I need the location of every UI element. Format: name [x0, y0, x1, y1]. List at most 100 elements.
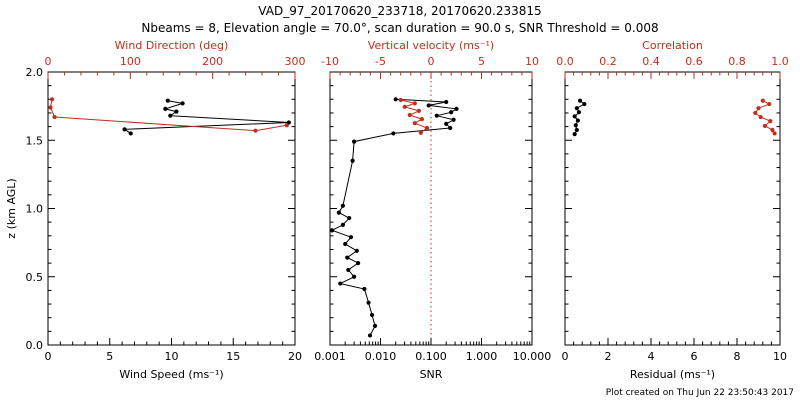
tick-label: 0.4 [642, 55, 660, 68]
vertical-velocity-point [402, 104, 407, 109]
snr-profile-point [426, 103, 431, 108]
snr-profile-point [448, 125, 453, 131]
top-axis-title: Correlation [642, 39, 703, 52]
snr-profile-point [451, 117, 456, 122]
snr-profile-point [329, 228, 335, 233]
wind-speed-point [168, 113, 173, 118]
wind-direction-point [253, 128, 258, 133]
vertical-velocity-point [416, 108, 421, 114]
snr-profile-point [351, 139, 357, 144]
tick-label: 5 [478, 55, 485, 68]
tick-label: 0.6 [685, 55, 703, 68]
wind-direction-point [52, 114, 57, 120]
tick-label: 1.0 [771, 55, 789, 68]
tick-label: 1.000 [466, 350, 498, 363]
wind-speed-point [122, 127, 127, 132]
wind-speed-line [123, 100, 289, 134]
correlation-point [758, 114, 763, 120]
tick-label: 8 [734, 350, 741, 363]
tick-label: 20 [288, 350, 302, 363]
tick-label: 0 [45, 350, 52, 363]
residual-point [574, 106, 579, 111]
y-axis-title: z (km AGL) [5, 178, 18, 238]
wind-speed-point [174, 109, 179, 114]
tick-label: 100 [120, 55, 141, 68]
plot-title: VAD_97_20170620_233718, 20170620.233815 [258, 4, 542, 18]
snr-profile-point [444, 121, 449, 126]
vertical-velocity-point [398, 97, 403, 103]
correlation-point [756, 106, 761, 111]
tick-label: 2 [605, 350, 612, 363]
correlation-point [753, 110, 758, 116]
residual-point [582, 101, 587, 107]
snr-profile-point [346, 267, 351, 273]
snr-profile-point [434, 113, 439, 118]
snr-profile-point [444, 99, 449, 105]
tick-label: 0.0 [556, 55, 574, 68]
tick-label: 10 [165, 350, 179, 363]
vertical-velocity-point [419, 116, 425, 122]
residual-point [577, 98, 583, 103]
snr-profile-point [345, 255, 350, 260]
correlation-point [772, 131, 777, 136]
top-axis-title: Wind Direction (deg) [115, 39, 229, 52]
wind-speed-point [180, 101, 185, 106]
residual-point [572, 114, 577, 119]
panel-frame [564, 71, 781, 346]
bottom-axis-title: SNR [420, 368, 443, 381]
panel-wind: 0 5 10 15 20 Wind Speed (ms⁻¹) 0 100 200 300 Wind … [26, 39, 306, 381]
snr-profile-point [393, 97, 398, 102]
snr-profile-point [355, 261, 361, 266]
snr-profile-point [362, 286, 367, 292]
snr-profile-point [350, 158, 355, 163]
snr-profile-point [391, 131, 396, 136]
snr-profile-point [348, 235, 354, 240]
correlation-point [768, 119, 773, 124]
snr-profile-point [338, 281, 343, 286]
tick-label: 0.8 [728, 55, 746, 68]
tick-label: 10.000 [513, 350, 552, 363]
bottom-axis-title: Wind Speed (ms⁻¹) [119, 368, 223, 381]
plot-timestamp: Plot created on Thu Jun 22 23:50:43 2017 [605, 388, 794, 398]
snr-profile-point [454, 106, 459, 111]
snr-profile-point [369, 312, 375, 318]
snr-profile-point [343, 241, 348, 247]
tick-label: 0.001 [314, 350, 346, 363]
residual-point [572, 132, 577, 137]
tick-label: 10 [773, 350, 787, 363]
vertical-velocity-point [412, 101, 417, 106]
wind-speed-point [128, 131, 133, 136]
tick-label: 0 [562, 350, 569, 363]
tick-label: 15 [226, 350, 240, 363]
snr-profile-point [448, 110, 454, 115]
wind-speed-point [163, 106, 168, 111]
snr-profile-point [372, 323, 378, 328]
wind-speed-point [165, 98, 170, 103]
wind-direction-point [284, 123, 289, 128]
correlation-point [767, 101, 772, 107]
residual-point [574, 127, 579, 133]
correlation-point [770, 127, 775, 133]
vertical-velocity-point [407, 112, 412, 118]
y-tick-label: 0.5 [26, 271, 44, 284]
snr-profile-line [330, 98, 458, 336]
y-tick-label: 0.0 [26, 339, 44, 352]
correlation-point [762, 123, 768, 129]
tick-label: 0.2 [599, 55, 617, 68]
panel-frame [47, 71, 296, 346]
tick-label: 300 [285, 55, 306, 68]
snr-profile-point [336, 210, 341, 215]
snr-profile-point [340, 222, 345, 227]
tick-label: -5 [375, 55, 386, 68]
tick-label: 0.010 [365, 350, 397, 363]
tick-label: 200 [202, 55, 223, 68]
snr-profile-point [366, 300, 371, 305]
top-axis-title: Vertical velocity (ms⁻¹) [368, 39, 494, 52]
snr-profile-point [367, 333, 373, 338]
tick-label: 0 [45, 55, 52, 68]
vertical-velocity-point [424, 125, 430, 131]
correlation-point [760, 98, 765, 103]
snr-profile-point [340, 203, 345, 208]
